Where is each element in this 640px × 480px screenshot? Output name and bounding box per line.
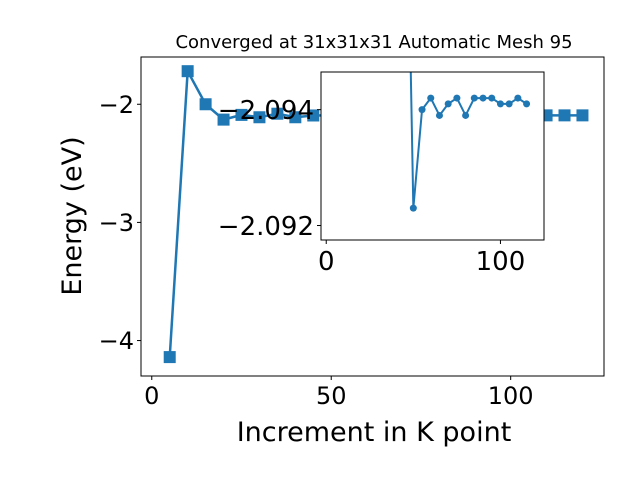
inset-data-point (453, 94, 461, 102)
main-x-tick-label: 100 (488, 382, 534, 410)
inset-data-point (418, 106, 426, 114)
inset-data-point (523, 100, 531, 108)
main-data-point (289, 111, 302, 124)
main-data-point (307, 109, 320, 122)
main-y-axis-label: Energy (eV) (57, 136, 88, 295)
main-data-point (199, 98, 212, 111)
main-y-tick-label: −2 (99, 91, 134, 119)
inset-data-point (488, 94, 496, 102)
main-x-tick-label: 0 (144, 382, 159, 410)
inset-x-tick-label: 100 (476, 247, 526, 277)
main-data-point (217, 113, 230, 126)
inset-data-point (444, 100, 452, 108)
inset-data-point (435, 111, 443, 119)
main-data-point (163, 351, 176, 364)
inset-data-point (470, 94, 478, 102)
inset-y-tick-label: −2.094 (218, 96, 314, 126)
main-data-point (271, 107, 284, 120)
main-data-point (558, 109, 571, 122)
main-axis-ticks: 0 50 100 −4 −3 −2 (99, 91, 534, 410)
main-y-tick-label: −3 (99, 209, 134, 237)
main-x-tick-label: 50 (316, 382, 347, 410)
inset-plot-area (409, 72, 531, 212)
main-data-point (576, 109, 589, 122)
inset-data-point (409, 204, 417, 212)
inset-data-point (427, 94, 435, 102)
inset-data-point (479, 94, 487, 102)
main-data-point (235, 108, 248, 121)
inset-plot-frame (320, 71, 545, 241)
inset-data-point (462, 111, 470, 119)
main-data-point (253, 111, 266, 124)
inset-data-point (505, 100, 513, 108)
inset-data-point (514, 94, 522, 102)
main-data-point (181, 65, 194, 78)
main-x-axis-label: Increment in K point (237, 417, 512, 448)
inset-data-point (496, 100, 504, 108)
inset-x-tick-label: 0 (318, 247, 335, 277)
main-y-tick-label: −4 (99, 327, 134, 355)
inset-axis-ticks: 0 100 −2.094 −2.092 (218, 96, 525, 277)
main-plot-frame (140, 56, 605, 377)
inset-y-tick-label: −2.092 (218, 212, 314, 242)
main-chart-title: Converged at 31x31x31 Automatic Mesh 95 (175, 32, 572, 53)
